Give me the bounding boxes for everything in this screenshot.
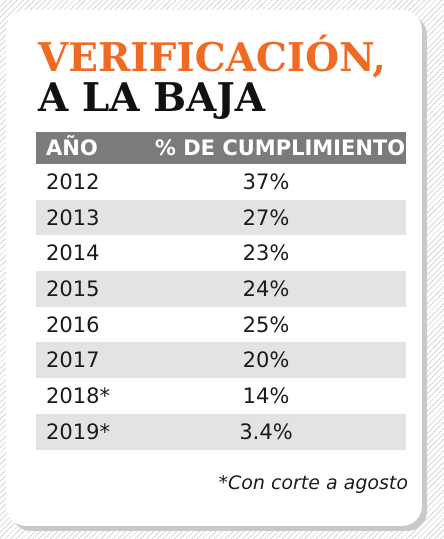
year-cell: 2014 [46,241,100,266]
column-header-percent: % DE CUMPLIMIENTO [154,136,406,160]
column-header-year: AÑO [46,136,98,160]
table-row: 2019* 3.4% [36,413,406,450]
percent-cell: 24% [242,276,290,301]
title-block: VERIFICACIÓN, A LA BAJA [38,38,386,118]
percent-cell: 37% [242,169,290,194]
percent-cell: 27% [242,205,290,230]
table-body: 2012 37% 2013 27% 2014 23% 2015 24% 2016 25% 2017 2… [36,164,406,450]
table-row: 2017 20% [36,342,406,379]
percent-cell: 20% [242,348,290,373]
table-row: 2012 37% [36,164,406,200]
percent-cell: 23% [242,241,290,266]
table-row: 2015 24% [36,271,406,307]
year-cell: 2015 [46,276,100,301]
table-row: 2016 25% [36,307,406,343]
year-cell: 2012 [46,169,100,194]
year-cell: 2016 [46,312,100,337]
year-cell: 2018* [46,383,110,408]
percent-cell: 14% [242,383,290,408]
table-row: 2013 27% [36,199,406,236]
year-cell: 2013 [46,205,100,230]
percent-cell: 3.4% [239,419,293,444]
footnote: *Con corte a agosto [218,472,408,494]
table-row: 2018* 14% [36,378,406,414]
year-cell: 2019* [46,419,110,444]
title-line-1: VERIFICACIÓN, [38,35,386,81]
year-cell: 2017 [46,348,100,373]
table-header: AÑO % DE CUMPLIMIENTO [36,132,406,164]
title-line-2: A LA BAJA [38,75,266,121]
percent-cell: 25% [242,312,290,337]
data-table: AÑO % DE CUMPLIMIENTO 2012 37% 2013 27% 2014… [36,132,406,450]
table-row: 2014 23% [36,235,406,271]
